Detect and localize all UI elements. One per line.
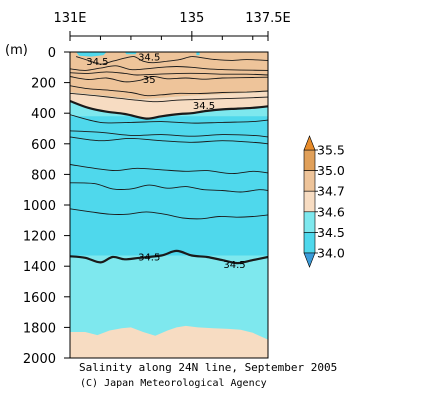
colorbar-band <box>303 211 316 233</box>
colorbar-label: 34.7 <box>317 184 345 199</box>
y-axis-unit-label: (m) <box>5 43 28 58</box>
colorbar: 35.5 35.0 34.7 34.6 34.5 34.0 <box>303 135 345 268</box>
contour-line-bold <box>70 249 268 265</box>
axes: 131E 135 137.5E 0 200 400 600 800 1000 1200 1400 16… <box>23 11 291 367</box>
colorbar-band <box>303 170 316 192</box>
contour-line <box>70 208 268 220</box>
fill-surface-low-salinity <box>76 52 107 57</box>
y-tick-label: 800 <box>31 168 56 183</box>
y-tick-label: 1400 <box>23 260 56 275</box>
y-tick-label: 200 <box>31 77 56 92</box>
contour-line <box>70 71 268 76</box>
contour-line-bold <box>70 99 268 120</box>
y-tick-label: 1800 <box>23 321 56 336</box>
contour-label: 34.5 <box>193 101 215 112</box>
fill-surface-low-salinity <box>196 52 200 56</box>
plot-area: 34.5 34.5 35 34.5 34.5 34.5 <box>69 51 269 359</box>
chart-title: Salinity along 24N line, September 2005 <box>79 361 337 374</box>
contour-line <box>70 92 268 103</box>
colorbar-label: 34.0 <box>317 246 345 261</box>
colorbar-band <box>303 149 316 171</box>
y-tick-label: 1200 <box>23 230 56 245</box>
colorbar-label: 34.6 <box>317 204 345 219</box>
contour-label: 34.5 <box>138 252 160 263</box>
contour-label: 34.5 <box>223 260 245 271</box>
y-tick-label: 600 <box>31 138 56 153</box>
contour-line <box>70 65 268 71</box>
fill-low-salinity <box>70 116 268 256</box>
fill-high-salinity-layer <box>70 52 268 100</box>
fill-deep-high-salinity <box>70 325 268 358</box>
x-tick-label: 137.5E <box>245 11 290 26</box>
colorbar-under-arrow <box>303 252 316 268</box>
y-tick-label: 1000 <box>23 199 56 214</box>
colorbar-over-arrow <box>303 135 316 151</box>
colorbar-label: 34.5 <box>317 225 345 240</box>
contour-label: 34.5 <box>86 57 108 68</box>
contour-line <box>70 164 268 175</box>
y-tick-label: 0 <box>48 46 56 61</box>
fill-surface-low-salinity <box>124 52 137 55</box>
credit-text: (C) Japan Meteorological Agency <box>80 378 267 389</box>
x-tick-label: 135 <box>179 11 204 26</box>
colorbar-band <box>303 232 316 254</box>
y-tick-label: 400 <box>31 107 56 122</box>
contour-line <box>70 76 268 83</box>
contour-line <box>70 136 268 145</box>
colorbar-label: 35.0 <box>317 163 345 178</box>
colorbar-band <box>303 190 316 213</box>
contour-line <box>70 85 268 97</box>
y-tick-label: 1600 <box>23 291 56 306</box>
y-tick-label: 2000 <box>23 352 56 367</box>
x-tick-label: 131E <box>53 11 86 26</box>
contour-label: 35 <box>143 75 156 86</box>
colorbar-label: 35.5 <box>317 143 345 158</box>
contour-line <box>70 130 268 138</box>
contour-line <box>70 182 268 193</box>
contour-line <box>70 114 268 124</box>
contour-line <box>75 56 268 65</box>
contour-label: 34.5 <box>138 53 160 64</box>
